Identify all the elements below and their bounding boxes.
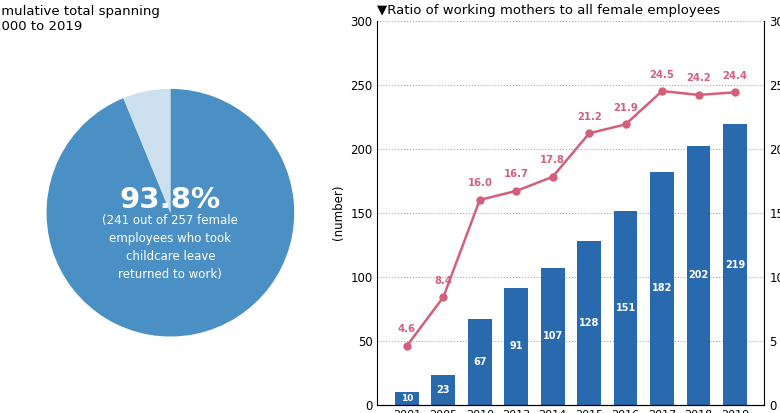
Bar xyxy=(686,146,711,405)
Bar xyxy=(431,375,456,405)
Bar xyxy=(395,392,419,405)
Wedge shape xyxy=(123,89,170,213)
Bar xyxy=(723,124,746,405)
Wedge shape xyxy=(47,89,294,337)
Text: 91: 91 xyxy=(509,342,523,351)
Bar xyxy=(468,319,491,405)
Text: 93.8%: 93.8% xyxy=(120,186,221,214)
Text: 21.2: 21.2 xyxy=(576,112,601,122)
Text: 128: 128 xyxy=(579,318,599,328)
Text: 151: 151 xyxy=(615,303,636,313)
Text: 24.2: 24.2 xyxy=(686,74,711,83)
Text: 16.0: 16.0 xyxy=(467,178,492,188)
Text: ▼Ratio of working mothers to all female employees: ▼Ratio of working mothers to all female … xyxy=(378,4,721,17)
Text: 24.5: 24.5 xyxy=(650,69,675,80)
Text: 182: 182 xyxy=(652,283,672,293)
Bar xyxy=(614,211,637,405)
Text: 67: 67 xyxy=(473,357,487,367)
Text: 17.8: 17.8 xyxy=(541,155,566,165)
Text: 23: 23 xyxy=(437,385,450,395)
Bar xyxy=(577,241,601,405)
Text: ▼ Cumulative total spanning
  FY2000 to 2019: ▼ Cumulative total spanning FY2000 to 20… xyxy=(0,5,160,33)
Text: 16.7: 16.7 xyxy=(504,169,529,179)
Y-axis label: (number): (number) xyxy=(332,185,345,240)
Bar xyxy=(505,288,528,405)
Text: 202: 202 xyxy=(689,271,709,280)
Bar xyxy=(651,172,674,405)
Text: 219: 219 xyxy=(725,259,745,270)
Text: 4.6: 4.6 xyxy=(398,324,416,335)
Text: 24.4: 24.4 xyxy=(722,71,747,81)
Bar xyxy=(541,268,565,405)
Text: 8.4: 8.4 xyxy=(434,275,452,286)
Text: 21.9: 21.9 xyxy=(613,103,638,113)
Text: (241 out of 257 female
employees who took
childcare leave
returned to work): (241 out of 257 female employees who too… xyxy=(102,214,239,281)
Text: 10: 10 xyxy=(401,394,413,403)
Text: 107: 107 xyxy=(543,331,563,341)
